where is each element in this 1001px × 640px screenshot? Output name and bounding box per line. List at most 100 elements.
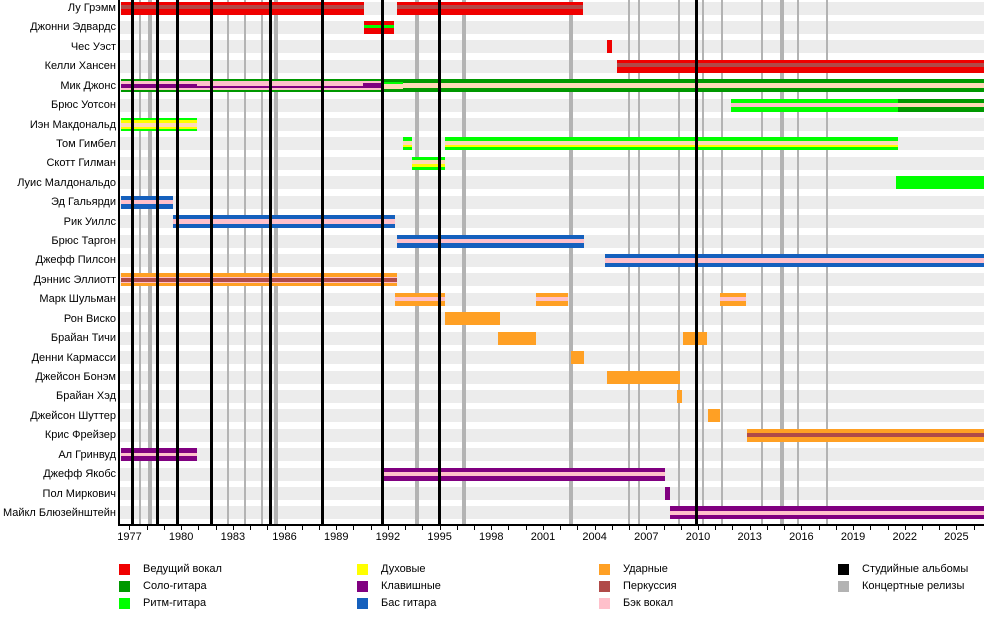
axis-tick: [284, 526, 286, 530]
axis-tick: [542, 526, 544, 530]
axis-tick: [474, 526, 476, 530]
bar-layer-red: [606, 40, 612, 54]
member-label: Ал Гринвуд: [58, 448, 116, 461]
bar-layer-peach: [120, 122, 197, 127]
member-bar-segment: [120, 1, 364, 15]
axis-tick: [680, 526, 682, 530]
bar-layer-purple: [381, 475, 666, 481]
legend-label: Ударные: [623, 563, 668, 575]
legend-label: Духовые: [381, 563, 426, 575]
bar-layer-brightgreen: [412, 156, 445, 161]
bar-layer-blue: [604, 253, 984, 259]
bar-layer-green: [120, 90, 197, 93]
bar-layer-blue: [120, 195, 173, 201]
bar-layer-blue: [396, 243, 585, 248]
axis-tick: [422, 526, 424, 530]
bar-layer-pink: [604, 258, 984, 263]
bar-layer-purple: [670, 514, 984, 520]
bar-layer-orange: [720, 300, 747, 306]
bar-layer-green: [382, 88, 404, 93]
member-bar-segment: [670, 506, 984, 520]
bar-layer-red: [120, 1, 364, 5]
live-release-line: [568, 0, 573, 524]
bar-layer-pink: [381, 471, 666, 476]
axis-tick: [318, 526, 320, 530]
bar-layer-darkred: [120, 5, 364, 9]
bar-layer-pink: [362, 88, 383, 91]
live-release-line: [461, 0, 466, 524]
row-band: [120, 389, 984, 403]
row-band: [120, 156, 984, 170]
axis-tick-label: 1998: [479, 531, 504, 543]
bar-layer-peach: [444, 140, 898, 145]
member-bar-segment: [536, 292, 568, 306]
studio-album-line: [131, 0, 135, 524]
row-band: [120, 312, 984, 326]
bar-layer-brightgreen: [730, 107, 898, 112]
bar-layer-orange: [120, 273, 397, 277]
axis-tick: [387, 526, 389, 530]
axis-tick: [956, 526, 958, 530]
bar-layer-green: [382, 79, 404, 82]
member-label: Джейсон Шуттер: [30, 409, 116, 422]
bar-layer-pink: [196, 87, 363, 91]
axis-tick: [611, 526, 613, 530]
bar-layer-orange: [708, 409, 721, 423]
legend-label: Бэк вокал: [623, 597, 674, 609]
axis-tick: [784, 526, 786, 530]
live-release-line: [261, 0, 264, 524]
member-bar-segment: [382, 79, 404, 93]
bar-layer-pink: [670, 511, 984, 515]
bar-layer-blue: [604, 262, 984, 267]
bar-layer-brightgreen: [120, 118, 197, 121]
axis-tick: [508, 526, 510, 530]
axis-tick: [921, 526, 923, 530]
bar-layer-purple: [381, 467, 666, 472]
bar-layer-pink: [120, 281, 397, 284]
member-bar-segment: [606, 40, 612, 54]
bar-layer-brightgreen: [403, 147, 412, 151]
member-bar-segment: [381, 467, 666, 481]
bar-layer-darkred: [617, 63, 984, 68]
row-band: [120, 487, 984, 501]
member-label: Скотт Гилман: [46, 157, 116, 170]
member-bar-segment: [362, 79, 383, 93]
bar-layer-green: [196, 79, 363, 82]
bar-layer-red: [617, 67, 984, 73]
row-band: [120, 118, 984, 132]
bar-layer-pink: [120, 452, 197, 457]
row-band: [120, 370, 984, 384]
bar-layer-orange: [498, 331, 537, 345]
legend-label: Ритм-гитара: [143, 597, 207, 609]
member-label: Лу Грэмм: [67, 2, 116, 14]
bar-layer-purple: [196, 85, 363, 88]
member-label: Джефф Пилсон: [35, 254, 116, 267]
row-band: [120, 20, 984, 34]
axis-tick: [370, 526, 372, 530]
axis-tick-label: 1986: [272, 531, 297, 543]
legend-swatch-blue: [357, 598, 368, 609]
axis-tick-label: 1995: [427, 531, 452, 543]
axis-tick-label: 1977: [117, 531, 142, 543]
live-release-line: [415, 0, 420, 524]
bar-layer-brightgreen: [403, 137, 412, 141]
axis-tick: [749, 526, 751, 530]
studio-album-line: [176, 0, 180, 524]
member-bar-segment: [444, 312, 500, 326]
axis-tick: [456, 526, 458, 530]
member-label: Рик Уиллс: [63, 215, 116, 228]
bar-layer-yellow: [444, 144, 898, 148]
member-label: Брюс Уотсон: [50, 99, 116, 112]
member-bar-segment: [747, 428, 984, 442]
member-bar-segment: [677, 389, 683, 403]
axis-tick: [163, 526, 165, 530]
axis-tick: [818, 526, 820, 530]
axis-tick: [336, 526, 338, 530]
member-label: Брайан Хэд: [56, 390, 116, 403]
axis-tick: [353, 526, 355, 530]
member-bar-segment: [396, 1, 583, 15]
bar-layer-purple: [670, 506, 984, 512]
axis-tick: [129, 526, 131, 530]
bar-layer-orange: [444, 312, 500, 326]
bar-layer-green: [120, 79, 197, 82]
